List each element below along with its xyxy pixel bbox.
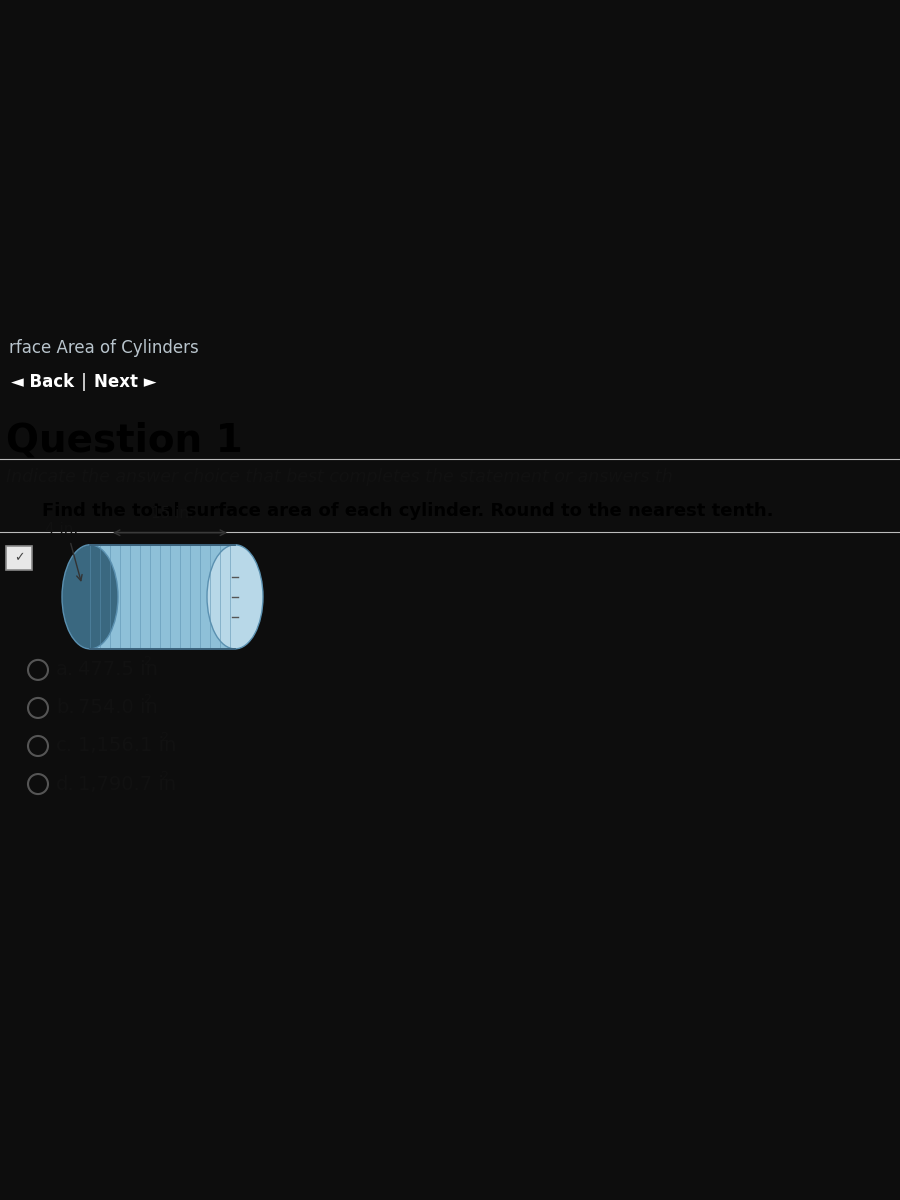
Text: 15 in.: 15 in.	[151, 505, 194, 521]
Text: rface Area of Cylinders: rface Area of Cylinders	[9, 340, 199, 358]
Text: d.: d.	[56, 774, 75, 793]
Text: 2: 2	[144, 694, 151, 707]
Text: ✓: ✓	[14, 551, 24, 564]
Text: |: |	[81, 373, 87, 391]
FancyBboxPatch shape	[6, 546, 32, 570]
Text: Question 1: Question 1	[6, 421, 243, 460]
Text: a.: a.	[56, 660, 74, 679]
Text: 1,790.7 in: 1,790.7 in	[78, 774, 176, 793]
Text: Find the total surface area of each cylinder. Round to the nearest tenth.: Find the total surface area of each cyli…	[42, 502, 773, 520]
Text: 2: 2	[160, 732, 168, 744]
Text: 4 in.: 4 in.	[45, 522, 78, 536]
Text: c.: c.	[56, 737, 73, 756]
Ellipse shape	[62, 545, 118, 649]
Text: b.: b.	[56, 698, 75, 718]
Text: 754.0 in: 754.0 in	[78, 698, 158, 718]
Text: 2: 2	[144, 655, 151, 668]
Text: Indicate the answer choice that best completes the statement or answers th: Indicate the answer choice that best com…	[6, 468, 673, 486]
Text: Next ►: Next ►	[94, 373, 157, 391]
Text: 477.5 in: 477.5 in	[78, 660, 158, 679]
Text: 1,156.1 in: 1,156.1 in	[78, 737, 176, 756]
Polygon shape	[90, 545, 235, 649]
Text: 2: 2	[160, 769, 168, 782]
Ellipse shape	[207, 545, 263, 649]
Text: ◄ Back: ◄ Back	[11, 373, 74, 391]
